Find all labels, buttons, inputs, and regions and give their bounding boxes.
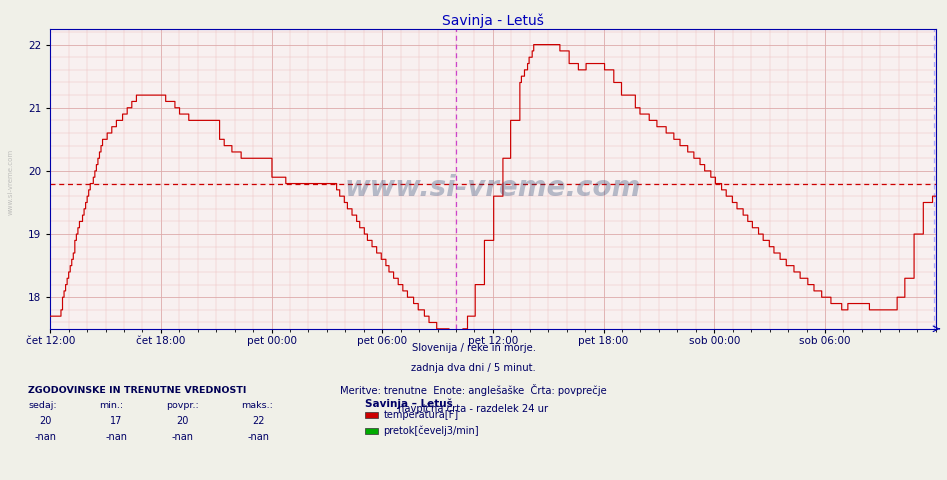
Text: -nan: -nan	[105, 432, 128, 442]
Text: 20: 20	[39, 416, 52, 426]
Text: www.si-vreme.com: www.si-vreme.com	[8, 149, 13, 216]
Text: Slovenija / reke in morje.: Slovenija / reke in morje.	[412, 343, 535, 353]
Text: sedaj:: sedaj:	[28, 401, 57, 410]
Text: 20: 20	[176, 416, 189, 426]
Text: -nan: -nan	[247, 432, 270, 442]
Title: Savinja - Letuš: Savinja - Letuš	[442, 13, 544, 28]
Text: temperatura[F]: temperatura[F]	[384, 410, 458, 420]
Text: navpična črta - razdelek 24 ur: navpična črta - razdelek 24 ur	[399, 404, 548, 414]
Text: min.:: min.:	[99, 401, 123, 410]
Text: ZGODOVINSKE IN TRENUTNE VREDNOSTI: ZGODOVINSKE IN TRENUTNE VREDNOSTI	[28, 386, 247, 396]
Text: Savinja – Letuš: Savinja – Letuš	[365, 399, 453, 409]
Text: maks.:: maks.:	[241, 401, 274, 410]
Text: zadnja dva dni / 5 minut.: zadnja dva dni / 5 minut.	[411, 363, 536, 373]
Text: -nan: -nan	[171, 432, 194, 442]
Text: Meritve: trenutne  Enote: anglešaške  Črta: povprečje: Meritve: trenutne Enote: anglešaške Črta…	[340, 384, 607, 396]
Text: povpr.:: povpr.:	[166, 401, 199, 410]
Text: 22: 22	[252, 416, 265, 426]
Text: www.si-vreme.com: www.si-vreme.com	[345, 174, 641, 202]
Text: 17: 17	[110, 416, 123, 426]
Text: -nan: -nan	[34, 432, 57, 442]
Text: pretok[čevelj3/min]: pretok[čevelj3/min]	[384, 426, 479, 436]
